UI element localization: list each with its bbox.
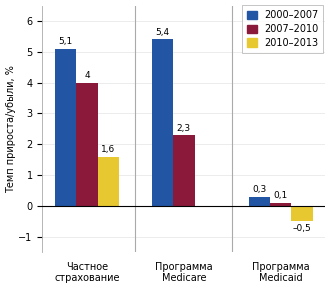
Text: 2,3: 2,3 — [177, 123, 191, 133]
Bar — [270, 203, 291, 206]
Legend: 2000–2007, 2007–2010, 2010–2013: 2000–2007, 2007–2010, 2010–2013 — [242, 5, 323, 53]
Text: –0,5: –0,5 — [293, 224, 311, 234]
Text: 0,3: 0,3 — [252, 185, 266, 194]
Bar — [76, 83, 98, 206]
Bar — [55, 49, 76, 206]
Bar — [98, 157, 119, 206]
Bar — [249, 197, 270, 206]
Text: 4: 4 — [84, 71, 90, 80]
Y-axis label: Темп прироста/убыли, %: Темп прироста/убыли, % — [6, 65, 16, 193]
Text: 0,1: 0,1 — [273, 191, 288, 200]
Bar — [173, 135, 195, 206]
Text: 1,6: 1,6 — [101, 145, 116, 154]
Bar — [291, 206, 312, 221]
Text: 5,1: 5,1 — [59, 37, 73, 46]
Bar — [152, 40, 173, 206]
Text: 5,4: 5,4 — [156, 28, 170, 37]
